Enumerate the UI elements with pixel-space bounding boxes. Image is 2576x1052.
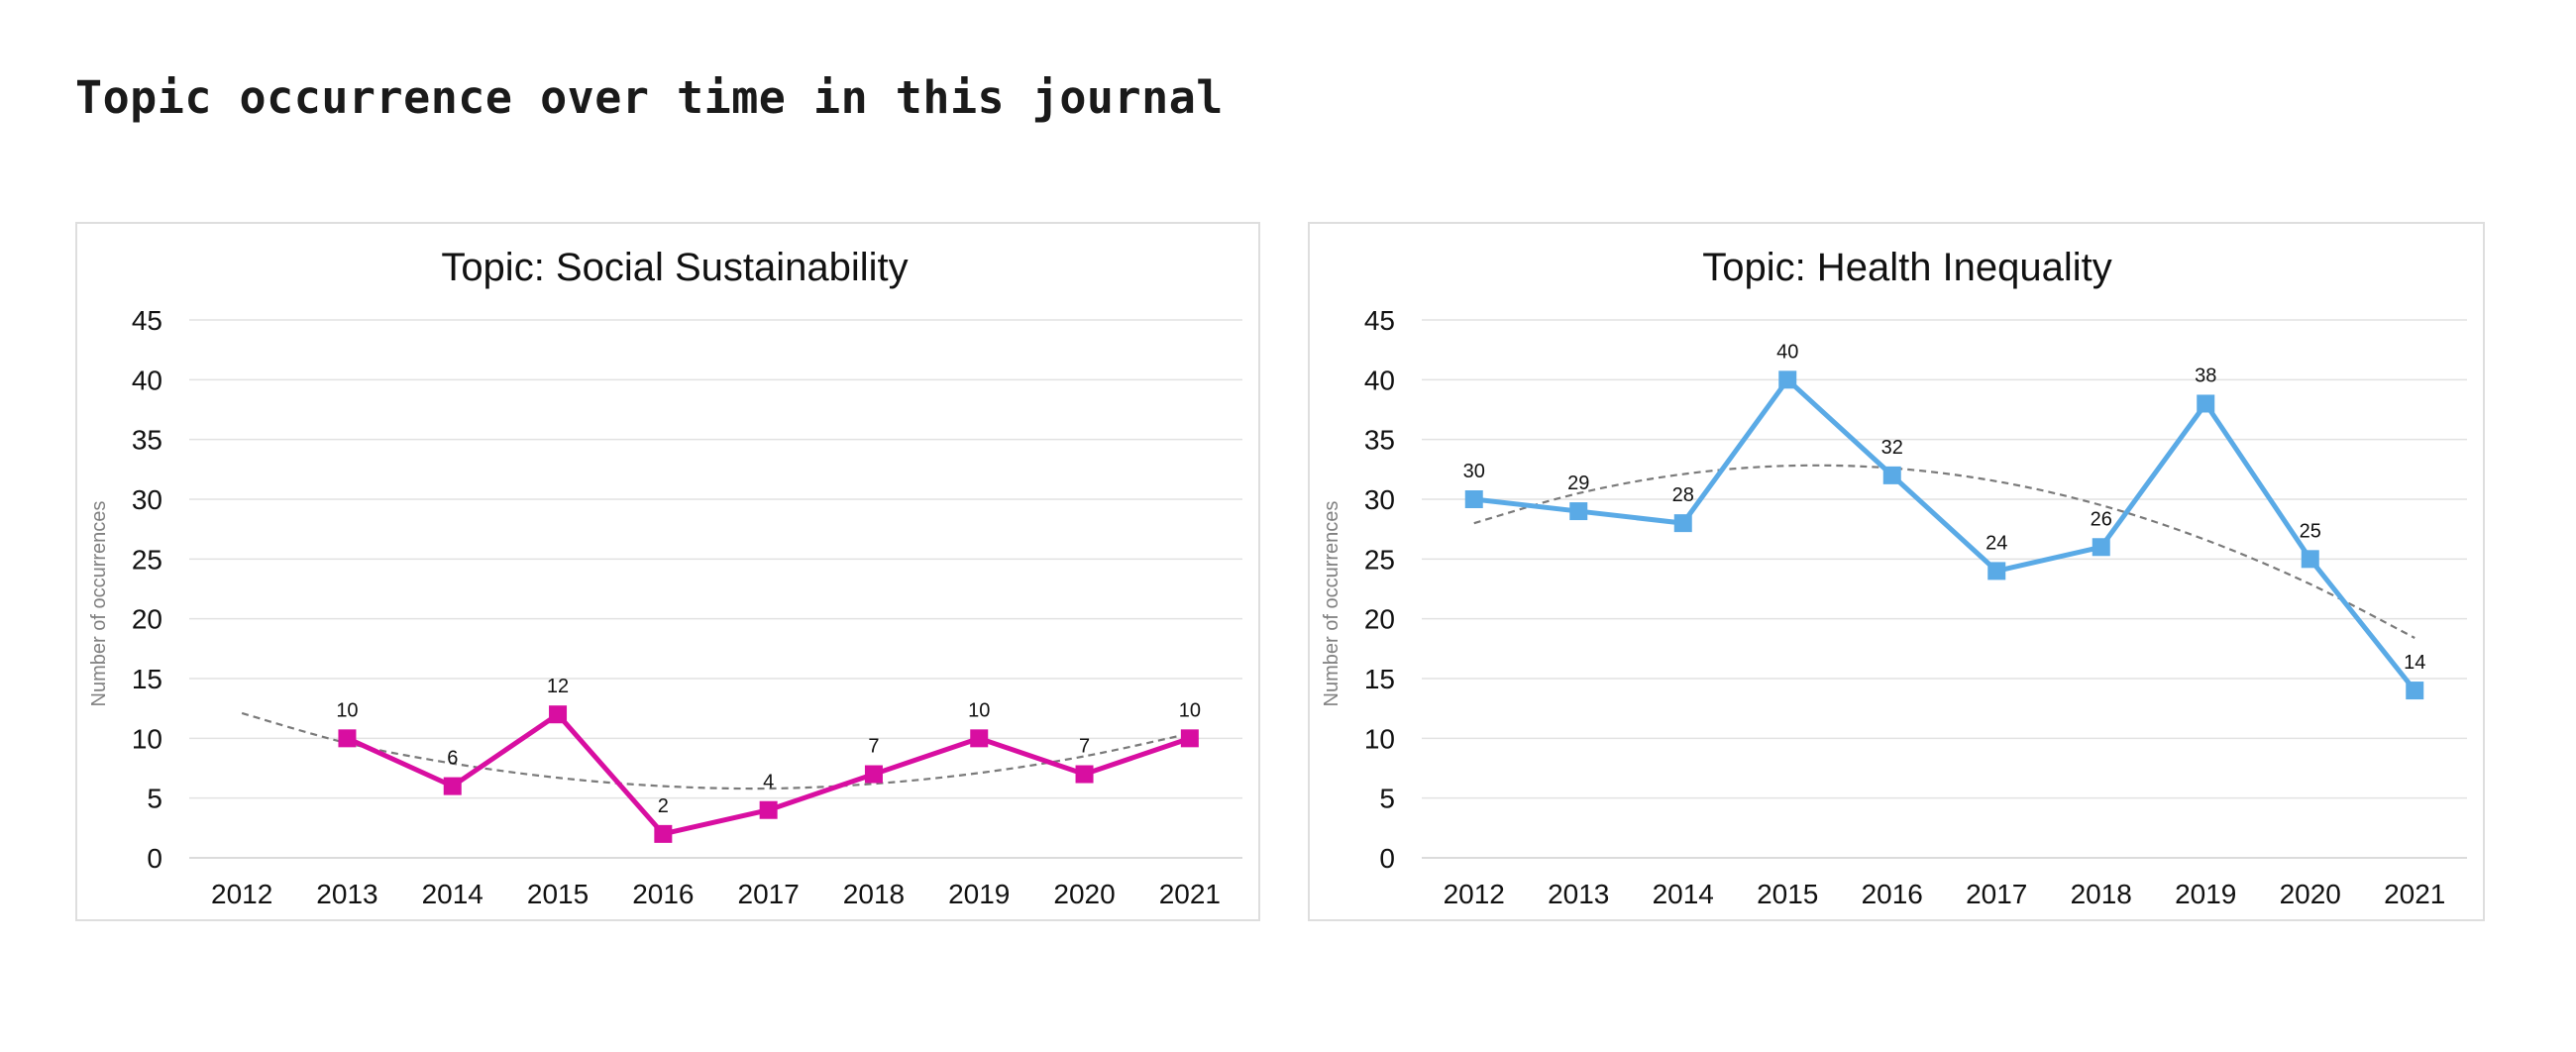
data-point (1569, 502, 1588, 521)
x-tick-label: 2015 (527, 879, 589, 909)
data-point (970, 729, 989, 748)
x-tick-label: 2014 (422, 879, 483, 909)
page-title: Topic occurrence over time in this journ… (75, 71, 1224, 124)
data-label: 7 (1079, 736, 1090, 758)
x-tick-label: 2019 (2175, 879, 2236, 909)
data-label: 26 (2091, 508, 2112, 530)
y-tick-label: 30 (1364, 484, 1395, 515)
x-tick-label: 2013 (1548, 879, 1609, 909)
y-tick-label: 40 (132, 365, 162, 395)
y-tick-label: 45 (132, 305, 162, 336)
data-label: 10 (968, 699, 990, 721)
x-tick-label: 2018 (2071, 879, 2132, 909)
data-label: 30 (1463, 461, 1485, 482)
y-tick-label: 0 (147, 843, 162, 874)
data-point (1778, 370, 1797, 389)
data-label: 10 (336, 699, 358, 721)
data-point (1987, 562, 2006, 580)
data-point (443, 777, 462, 795)
data-label: 10 (1179, 699, 1201, 721)
data-point (759, 800, 778, 819)
data-label: 2 (658, 795, 669, 817)
data-label: 38 (2195, 365, 2216, 386)
data-point (2092, 538, 2110, 557)
data-point (864, 765, 883, 784)
x-tick-label: 2017 (738, 879, 800, 909)
data-label: 12 (547, 676, 569, 697)
y-tick-label: 35 (132, 425, 162, 456)
y-tick-label: 0 (1379, 843, 1395, 874)
trendline (241, 711, 1191, 790)
data-point (654, 824, 673, 843)
y-axis-label: Number of occurrences (1321, 501, 1342, 707)
data-label: 32 (1881, 437, 1903, 459)
data-label: 4 (763, 772, 774, 793)
data-label: 6 (447, 748, 458, 770)
y-tick-label: 10 (1364, 723, 1395, 754)
x-tick-label: 2012 (1444, 879, 1505, 909)
data-point (1180, 729, 1199, 748)
x-tick-label: 2021 (2384, 879, 2445, 909)
y-tick-label: 30 (132, 484, 162, 515)
y-tick-label: 45 (1364, 305, 1395, 336)
y-tick-label: 15 (132, 664, 162, 694)
y-axis-label: Number of occurrences (88, 501, 110, 707)
x-tick-label: 2013 (316, 879, 377, 909)
data-point (549, 705, 568, 724)
y-tick-label: 25 (1364, 544, 1395, 575)
y-tick-label: 20 (1364, 604, 1395, 635)
data-label: 25 (2300, 520, 2321, 542)
x-tick-label: 2016 (632, 879, 694, 909)
y-tick-label: 15 (1364, 664, 1395, 694)
data-point (338, 729, 357, 748)
x-tick-label: 2014 (1653, 879, 1714, 909)
data-label: 14 (2404, 652, 2425, 674)
data-point (1075, 765, 1094, 784)
data-point (2406, 682, 2424, 700)
y-tick-label: 20 (132, 604, 162, 635)
x-tick-label: 2015 (1757, 879, 1818, 909)
data-label: 28 (1672, 484, 1694, 506)
series-line (1473, 376, 2417, 692)
data-point (1464, 490, 1483, 508)
chart-social-sustainability: Topic: Social Sustainability 0 5 10 15 20 25 30… (88, 246, 1242, 909)
chart-health-inequality: Topic: Health Inequality 0 5 10 15 20 25 30 35 40… (1321, 246, 2467, 909)
x-tick-label: 2012 (211, 879, 272, 909)
data-point (2197, 394, 2215, 413)
x-tick-label: 2021 (1159, 879, 1221, 909)
x-tick-label: 2020 (2280, 879, 2341, 909)
data-label: 7 (868, 736, 879, 758)
chart-panel-health-inequality: Topic: Health Inequality 0 5 10 15 20 25 30 35 40… (1308, 222, 2485, 921)
data-label: 24 (1986, 532, 2007, 554)
x-tick-label: 2018 (843, 879, 905, 909)
y-tick-label: 25 (132, 544, 162, 575)
y-tick-label: 40 (1364, 365, 1395, 395)
y-tick-label: 35 (1364, 425, 1395, 456)
y-tick-label: 10 (132, 723, 162, 754)
x-tick-label: 2020 (1053, 879, 1115, 909)
chart-title: Topic: Social Sustainability (441, 246, 908, 289)
data-point (1673, 514, 1692, 533)
data-point (1882, 466, 1901, 484)
y-tick-label: 5 (1379, 784, 1395, 814)
chart-title: Topic: Health Inequality (1702, 246, 2112, 289)
x-tick-label: 2017 (1966, 879, 2027, 909)
y-tick-label: 5 (147, 784, 162, 814)
trendline (1473, 464, 2415, 639)
x-tick-label: 2016 (1862, 879, 1923, 909)
data-label: 29 (1567, 473, 1589, 494)
data-point (2301, 550, 2319, 569)
x-tick-label: 2019 (948, 879, 1010, 909)
data-label: 40 (1776, 341, 1798, 363)
chart-panel-social-sustainability: Topic: Social Sustainability 0 5 10 15 20 25 30… (75, 222, 1260, 921)
